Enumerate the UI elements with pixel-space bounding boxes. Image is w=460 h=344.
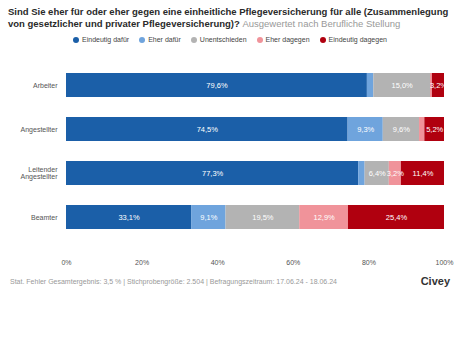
html-text:Civey: Civey xyxy=(420,275,450,287)
svg-text:3,2%: 3,2% xyxy=(387,169,404,178)
svg-text:5,2%: 5,2% xyxy=(426,125,443,134)
html-text:Eindeutig dafür: Eindeutig dafür xyxy=(82,36,130,43)
html-text:Sind Sie eher für oder eher ge: Sind Sie eher für oder eher gegen eine e… xyxy=(8,6,449,29)
svg-text:100%: 100% xyxy=(436,259,454,266)
svg-text:LeitenderAngestellter: LeitenderAngestellter xyxy=(21,166,59,181)
svg-text:80%: 80% xyxy=(362,259,376,266)
svg-text:9,1%: 9,1% xyxy=(200,213,217,222)
svg-text:25,4%: 25,4% xyxy=(386,213,408,222)
svg-text:Arbeiter: Arbeiter xyxy=(33,82,58,89)
svg-text:15,0%: 15,0% xyxy=(392,81,414,90)
svg-text:12,9%: 12,9% xyxy=(313,213,335,222)
html-text:Unentschieden: Unentschieden xyxy=(199,36,247,43)
svg-text:Beamter: Beamter xyxy=(31,214,58,221)
html-text:Eher dagegen: Eher dagegen xyxy=(265,36,310,43)
svg-text:79,6%: 79,6% xyxy=(206,81,228,90)
svg-text:33,1%: 33,1% xyxy=(118,213,140,222)
html-text:Stat. Fehler Gesamtergebnis: 3: Stat. Fehler Gesamtergebnis: 3,5 % | Sti… xyxy=(10,277,337,285)
svg-text:9,6%: 9,6% xyxy=(393,125,410,134)
svg-text:11,4%: 11,4% xyxy=(413,169,434,178)
svg-text:9,3%: 9,3% xyxy=(357,125,374,134)
svg-text:3,2%: 3,2% xyxy=(430,81,447,90)
html-text:Eindeutig dagegen: Eindeutig dagegen xyxy=(328,36,387,43)
svg-text:0%: 0% xyxy=(61,259,71,266)
svg-text:74,5%: 74,5% xyxy=(197,125,219,134)
svg-text:6,4%: 6,4% xyxy=(369,169,386,178)
html-text:Eher dafür: Eher dafür xyxy=(148,36,181,43)
svg-text:60%: 60% xyxy=(286,259,300,266)
svg-text:77,3%: 77,3% xyxy=(202,169,224,178)
svg-text:19,5%: 19,5% xyxy=(252,213,274,222)
svg-text:Angestellter: Angestellter xyxy=(21,126,59,134)
svg-text:40%: 40% xyxy=(211,259,225,266)
svg-text:20%: 20% xyxy=(135,259,149,266)
